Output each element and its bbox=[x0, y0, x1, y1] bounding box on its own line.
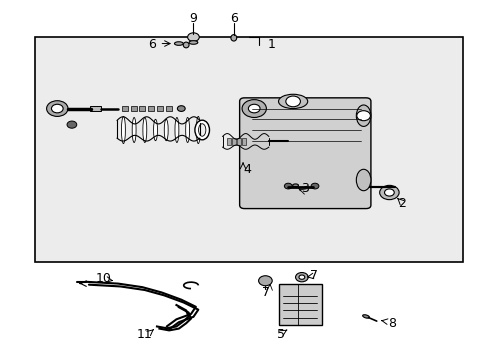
Text: 3: 3 bbox=[301, 183, 308, 195]
Text: 7: 7 bbox=[309, 269, 318, 282]
Bar bbox=[278, 284, 322, 325]
Ellipse shape bbox=[183, 42, 189, 48]
Circle shape bbox=[258, 276, 272, 286]
Bar bbox=[130, 106, 136, 111]
Circle shape bbox=[242, 100, 266, 117]
Ellipse shape bbox=[132, 117, 136, 143]
Text: 1: 1 bbox=[267, 39, 275, 51]
Ellipse shape bbox=[174, 42, 183, 45]
Text: 7: 7 bbox=[262, 286, 270, 299]
Ellipse shape bbox=[153, 119, 157, 141]
Ellipse shape bbox=[142, 117, 146, 143]
Bar bbox=[165, 106, 171, 111]
Bar bbox=[232, 138, 236, 145]
Bar bbox=[139, 106, 145, 111]
Circle shape bbox=[284, 183, 291, 189]
Text: 2: 2 bbox=[398, 197, 406, 210]
Bar bbox=[242, 138, 245, 145]
Circle shape bbox=[248, 104, 260, 113]
Ellipse shape bbox=[356, 105, 370, 126]
Text: 4: 4 bbox=[243, 163, 250, 176]
Circle shape bbox=[67, 121, 77, 128]
Circle shape bbox=[298, 275, 304, 279]
Ellipse shape bbox=[230, 35, 236, 41]
Ellipse shape bbox=[356, 169, 370, 191]
Ellipse shape bbox=[164, 119, 168, 141]
Circle shape bbox=[310, 183, 318, 189]
Ellipse shape bbox=[195, 120, 209, 140]
Ellipse shape bbox=[292, 184, 298, 187]
Ellipse shape bbox=[278, 94, 307, 109]
Bar bbox=[227, 138, 231, 145]
Circle shape bbox=[384, 189, 393, 196]
Ellipse shape bbox=[198, 124, 205, 136]
Ellipse shape bbox=[189, 41, 198, 44]
Ellipse shape bbox=[121, 116, 125, 144]
Ellipse shape bbox=[185, 117, 189, 143]
Bar bbox=[148, 106, 154, 111]
Circle shape bbox=[379, 185, 398, 200]
Bar bbox=[157, 106, 163, 111]
Ellipse shape bbox=[175, 117, 179, 143]
Bar bbox=[90, 106, 101, 111]
Text: 6: 6 bbox=[148, 39, 156, 51]
Ellipse shape bbox=[362, 315, 369, 318]
Circle shape bbox=[295, 273, 307, 282]
Bar bbox=[237, 138, 241, 145]
Circle shape bbox=[356, 111, 370, 121]
Circle shape bbox=[46, 101, 68, 116]
Text: 6: 6 bbox=[229, 12, 237, 25]
Bar bbox=[122, 106, 127, 111]
Text: 8: 8 bbox=[387, 317, 395, 330]
Text: 11: 11 bbox=[137, 328, 152, 341]
Ellipse shape bbox=[196, 116, 200, 144]
Text: 5: 5 bbox=[276, 328, 285, 341]
Circle shape bbox=[187, 33, 199, 41]
Circle shape bbox=[177, 106, 185, 111]
Circle shape bbox=[51, 104, 63, 113]
FancyBboxPatch shape bbox=[239, 98, 370, 208]
Circle shape bbox=[285, 96, 300, 107]
Text: 10: 10 bbox=[95, 272, 111, 285]
FancyBboxPatch shape bbox=[35, 37, 462, 262]
Text: 9: 9 bbox=[189, 12, 197, 25]
